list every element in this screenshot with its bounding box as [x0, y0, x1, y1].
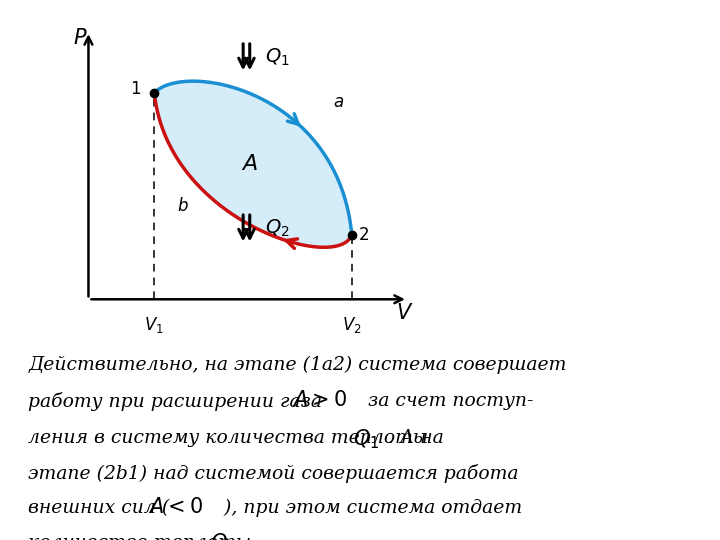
Text: $b$: $b$: [177, 197, 189, 214]
Text: $Q_1$: $Q_1$: [354, 427, 379, 451]
Text: этапе (2b1) над системой совершается работа: этапе (2b1) над системой совершается раб…: [29, 464, 519, 483]
Polygon shape: [154, 81, 352, 247]
Text: $Q_2$: $Q_2$: [265, 218, 289, 239]
Text: $A$: $A$: [241, 154, 258, 174]
Text: $V_2$: $V_2$: [342, 315, 361, 335]
Text: $V$: $V$: [396, 303, 413, 323]
Text: $A > 0$: $A > 0$: [292, 390, 346, 410]
Text: за счет поступ-: за счет поступ-: [361, 392, 533, 410]
Text: ), при этом система отдает: ), при этом система отдает: [218, 499, 522, 517]
Text: . А на: . А на: [388, 429, 444, 447]
Text: $P$: $P$: [73, 28, 88, 48]
Text: работу при расширении газа: работу при расширении газа: [29, 392, 328, 411]
Text: $Q_2$: $Q_2$: [210, 532, 236, 540]
Text: $V_1$: $V_1$: [145, 315, 164, 335]
Text: $A < 0$: $A < 0$: [148, 497, 203, 517]
Text: $a$: $a$: [333, 93, 344, 111]
Text: $Q_1$: $Q_1$: [265, 46, 289, 68]
Text: 2: 2: [359, 226, 369, 244]
Text: внешних сил (: внешних сил (: [29, 499, 176, 517]
Text: ления в систему количества теплоты: ления в систему количества теплоты: [29, 429, 435, 447]
Text: Действительно, на этапе (1а2) система совершает: Действительно, на этапе (1а2) система со…: [29, 355, 567, 374]
Text: 1: 1: [130, 80, 141, 98]
Text: .: .: [246, 534, 252, 540]
Text: количество теплоты: количество теплоты: [29, 534, 264, 540]
